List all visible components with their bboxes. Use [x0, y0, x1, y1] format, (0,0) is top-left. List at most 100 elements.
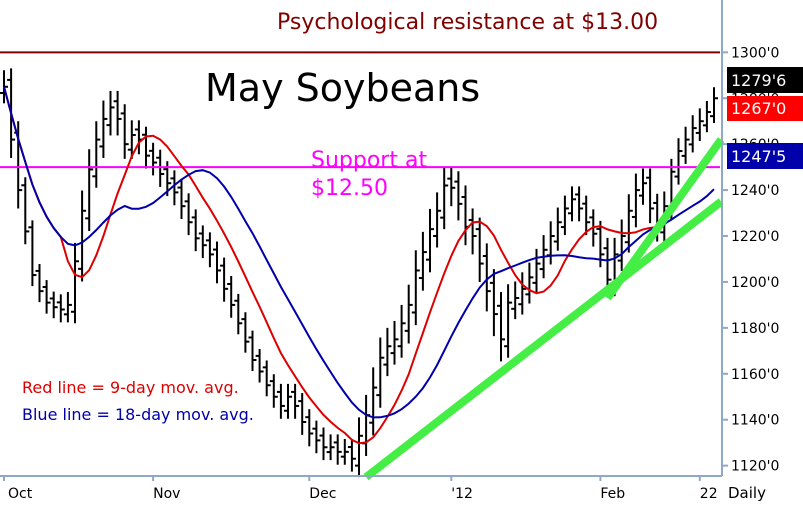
price-bar	[28, 220, 37, 287]
price-bar	[305, 409, 314, 447]
blue-ma-value: 1247'5	[731, 147, 786, 166]
price-bar	[92, 121, 101, 188]
price-bar	[71, 242, 79, 324]
ma-9-line	[3, 86, 715, 445]
price-bar	[482, 243, 491, 312]
x-tick-label: 22	[700, 486, 718, 502]
y-tick-label: 1220'0	[731, 229, 779, 245]
horizontal-lines	[0, 51, 720, 169]
price-bar	[355, 417, 363, 478]
support-label-line-2: $12.50	[311, 176, 388, 201]
price-bar	[418, 231, 427, 291]
price-bar	[291, 383, 300, 419]
trendlines	[363, 137, 725, 481]
price-bar	[262, 360, 271, 397]
price-bar	[447, 167, 456, 207]
price-bar	[184, 193, 193, 236]
price-bar	[489, 269, 498, 337]
price-bar	[213, 241, 221, 284]
price-bar	[525, 262, 534, 304]
price-bar	[582, 195, 591, 236]
price-bar	[454, 171, 463, 221]
price-bar	[362, 394, 371, 456]
y-tick-label: 1200'0	[731, 275, 779, 291]
price-bar	[553, 207, 562, 251]
price-bar	[468, 208, 477, 255]
price-bar	[333, 434, 342, 465]
lower-uptrend-trendline	[363, 198, 724, 481]
price-bar	[461, 185, 470, 246]
y-tick-label: 1140'0	[731, 413, 779, 429]
y-tick-label: 1160'0	[731, 367, 779, 383]
legend-blue-ma: Blue line = 18-day mov. avg.	[22, 405, 254, 424]
price-bar	[546, 221, 555, 265]
price-bar	[276, 383, 285, 419]
price-bar	[14, 121, 23, 209]
price-bar	[340, 438, 349, 465]
price-bar	[695, 108, 704, 141]
price-bar	[369, 367, 378, 436]
ma-18-line	[3, 86, 715, 419]
price-tags: 1279'6 1267'0 1247'5	[727, 67, 803, 169]
support-label-line-1: Support at	[311, 148, 427, 173]
price-bar	[411, 250, 420, 326]
x-tick-label: '12	[451, 486, 473, 502]
price-bar	[504, 284, 513, 358]
last-price-tag	[727, 67, 803, 93]
price-bar	[639, 168, 647, 205]
y-tick-label: 1180'0	[731, 321, 779, 337]
price-bar	[78, 190, 87, 282]
price-bar	[269, 374, 278, 408]
price-bar	[560, 195, 569, 236]
price-bar	[156, 149, 165, 187]
moving-averages	[3, 86, 715, 445]
price-bars	[0, 68, 718, 478]
price-bar	[440, 167, 449, 230]
price-bar	[298, 393, 307, 435]
price-bar	[142, 126, 150, 169]
price-bar	[674, 138, 683, 185]
price-bar	[646, 168, 655, 224]
red-ma-value: 1267'0	[731, 99, 786, 118]
price-bar	[248, 330, 257, 372]
price-bar	[617, 219, 626, 271]
price-bar	[518, 272, 527, 315]
price-bar	[42, 280, 51, 314]
price-bar	[631, 173, 640, 228]
price-bar	[127, 120, 136, 159]
price-bar	[575, 186, 584, 222]
legend-red-ma: Red line = 9-day mov. avg.	[22, 378, 239, 397]
price-bar	[35, 264, 44, 303]
price-bar	[433, 192, 442, 248]
price-bar	[319, 427, 328, 461]
price-bar	[681, 126, 690, 164]
price-bar	[284, 383, 292, 419]
price-bar	[376, 337, 385, 408]
price-bar	[149, 142, 158, 176]
price-bar	[198, 225, 207, 259]
price-bar	[227, 275, 236, 318]
x-tick-label: Oct	[8, 486, 33, 502]
x-tick-label: Nov	[153, 486, 180, 502]
price-bar	[475, 217, 484, 282]
price-bar	[511, 281, 520, 320]
price-bar	[688, 115, 697, 153]
price-bar	[220, 257, 229, 302]
price-bar	[120, 104, 129, 159]
price-bar	[205, 232, 214, 268]
price-bar	[497, 292, 505, 362]
price-bar	[63, 292, 72, 323]
chart-title: May Soybeans	[205, 66, 480, 110]
blue-ma-tag	[727, 143, 803, 169]
x-axis-ticks: Oct Nov Dec '12 Feb 22	[3, 476, 718, 502]
price-bar	[710, 87, 718, 124]
price-bar	[326, 434, 335, 461]
price-bar	[347, 438, 356, 472]
price-bar	[702, 101, 711, 133]
red-ma-tag	[727, 96, 803, 121]
price-bar	[568, 186, 576, 222]
price-bar	[85, 149, 94, 231]
price-bar	[532, 248, 541, 293]
price-bar	[21, 177, 30, 245]
